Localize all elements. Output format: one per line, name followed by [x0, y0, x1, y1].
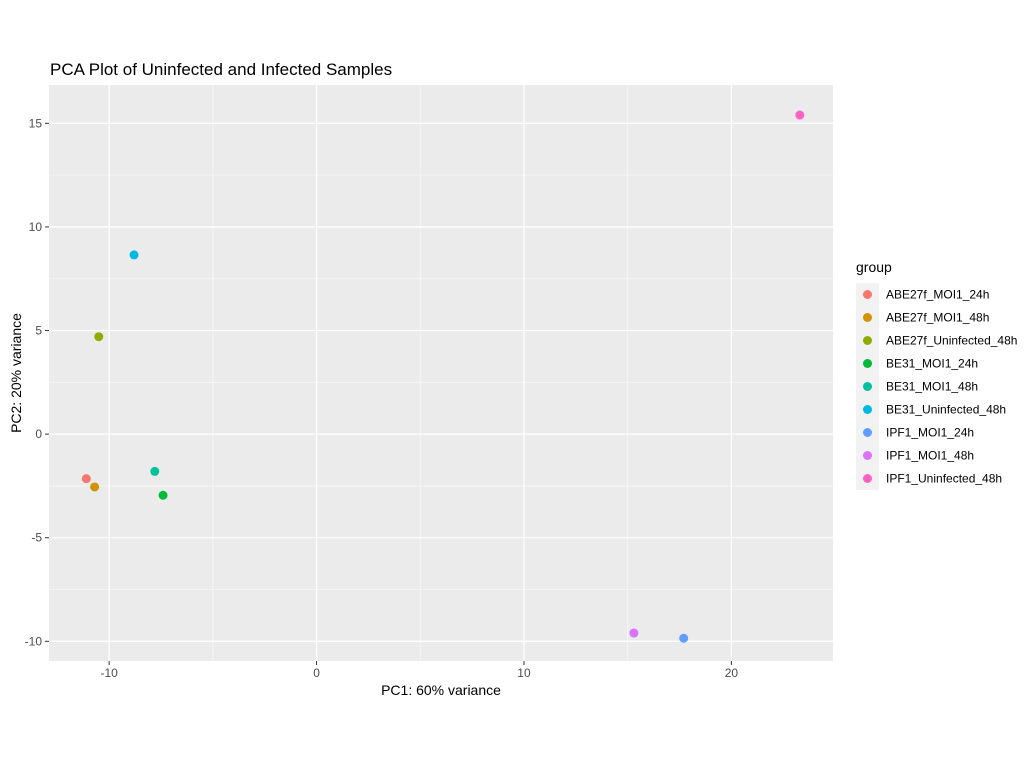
legend-swatch: [863, 359, 872, 368]
data-point: [129, 250, 139, 260]
legend-items: ABE27f_MOI1_24h ABE27f_MOI1_48h ABE27f_Uni…: [856, 283, 1017, 490]
x-tick-label: 20: [725, 666, 739, 680]
major-gridlines: [49, 85, 833, 661]
legend-label: BE31_MOI1_24h: [886, 357, 978, 371]
data-point: [629, 628, 639, 638]
legend-swatch: [863, 474, 872, 483]
y-tick-label: -10: [25, 634, 43, 648]
x-axis-ticks: -10 0 10 20: [100, 661, 738, 680]
data-point: [158, 490, 168, 500]
legend-swatch: [863, 290, 872, 299]
minor-gridlines: [49, 85, 833, 661]
y-tick-label: 5: [35, 324, 42, 338]
x-tick-label: 10: [517, 666, 531, 680]
legend-label: ABE27f_MOI1_48h: [886, 311, 989, 325]
legend-title: group: [856, 259, 892, 275]
data-point: [150, 466, 160, 476]
data-point: [679, 633, 689, 643]
legend-label: BE31_Uninfected_48h: [886, 403, 1006, 417]
legend-label: ABE27f_Uninfected_48h: [886, 334, 1017, 348]
y-axis-ticks: -10 -5 0 5 10 15: [25, 116, 49, 648]
y-tick-label: 0: [35, 427, 42, 441]
legend-swatch: [863, 405, 872, 414]
legend: group ABE27f_MOI1_24hABE27f_MOI1_48hABE2…: [856, 259, 1017, 490]
legend-label: IPF1_MOI1_48h: [886, 449, 974, 463]
chart-title: PCA Plot of Uninfected and Infected Samp…: [50, 60, 392, 79]
y-tick-label: -5: [31, 531, 42, 545]
legend-label: IPF1_MOI1_24h: [886, 426, 974, 440]
x-axis-title: PC1: 60% variance: [381, 682, 501, 698]
x-tick-label: 0: [313, 666, 320, 680]
legend-swatch: [863, 336, 872, 345]
y-tick-label: 10: [29, 220, 43, 234]
y-axis-title: PC2: 20% variance: [8, 313, 24, 433]
y-tick-label: 15: [29, 116, 43, 130]
data-point: [795, 110, 805, 120]
legend-swatch: [863, 428, 872, 437]
data-point: [81, 474, 91, 484]
legend-swatch: [863, 382, 872, 391]
data-points: [81, 110, 805, 643]
legend-label: ABE27f_MOI1_24h: [886, 288, 989, 302]
legend-label: IPF1_Uninfected_48h: [886, 472, 1002, 486]
legend-label: BE31_MOI1_48h: [886, 380, 978, 394]
x-tick-label: -10: [100, 666, 118, 680]
data-point: [94, 332, 104, 342]
legend-swatch: [863, 451, 872, 460]
plot-panel: [49, 85, 833, 661]
legend-swatch: [863, 313, 872, 322]
data-point: [90, 482, 100, 492]
